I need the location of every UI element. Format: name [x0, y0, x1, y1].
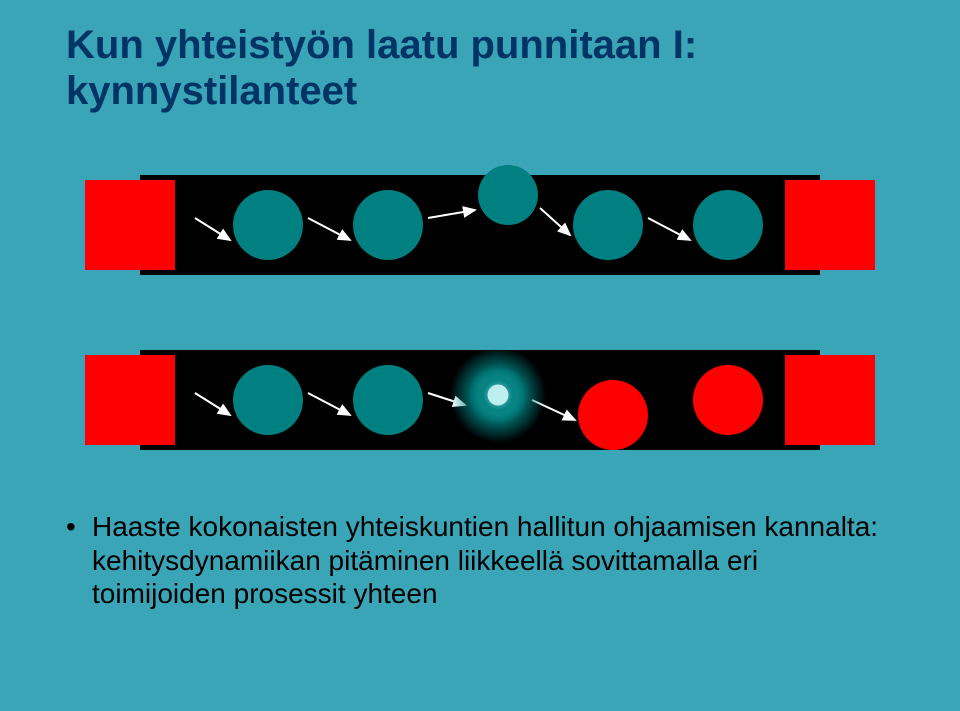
- bullet-content: Haaste kokonaisten yhteiskuntien hallitu…: [92, 510, 880, 611]
- endcap-left-1: [85, 180, 175, 270]
- title-line-1: Kun yhteistyön laatu punnitaan I:: [66, 23, 697, 67]
- process-track-1: [140, 175, 820, 275]
- endcap-right-2: [785, 355, 875, 445]
- bullet-text-block: • Haaste kokonaisten yhteiskuntien halli…: [66, 510, 880, 611]
- title-line-2: kynnystilanteet: [66, 69, 357, 113]
- endcap-left-2: [85, 355, 175, 445]
- process-track-2: [140, 350, 820, 450]
- bullet-marker: •: [66, 510, 92, 611]
- slide: Kun yhteistyön laatu punnitaan I: kynnys…: [0, 0, 960, 711]
- slide-title: Kun yhteistyön laatu punnitaan I: kynnys…: [66, 22, 894, 114]
- endcap-right-1: [785, 180, 875, 270]
